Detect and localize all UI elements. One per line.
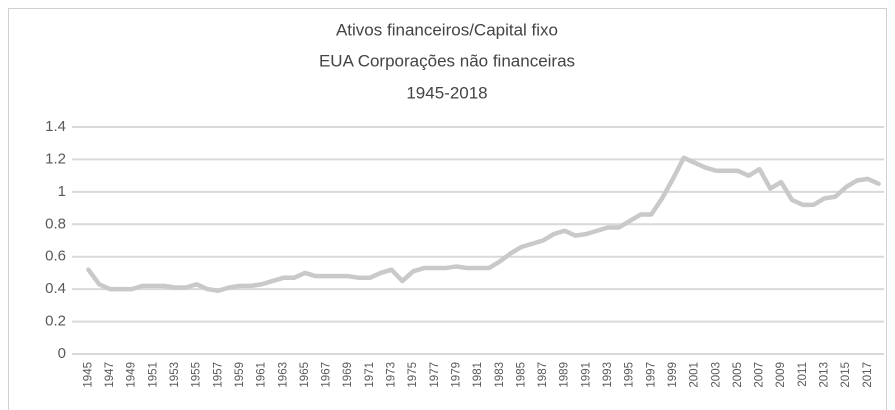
x-tick-label: 1951 <box>147 362 159 388</box>
x-tick-label: 2005 <box>732 362 744 388</box>
x-tick-label: 1985 <box>515 362 527 388</box>
x-tick-label: 1957 <box>212 362 224 388</box>
x-tick-label: 1961 <box>256 362 268 388</box>
x-tick-label: 1965 <box>299 362 311 388</box>
x-tick-label: 1955 <box>191 362 203 388</box>
y-tick-label: 1.2 <box>45 150 66 167</box>
x-tick-label: 1995 <box>624 362 636 388</box>
x-tick-label: 1945 <box>82 362 94 388</box>
y-tick-label: 0.8 <box>45 215 66 232</box>
x-tick-label: 1975 <box>407 362 419 388</box>
x-tick-label: 1981 <box>472 362 484 388</box>
x-tick-label: 1949 <box>126 362 138 388</box>
x-tick-label: 1953 <box>169 362 181 388</box>
x-tick-label: 2003 <box>710 362 722 388</box>
y-tick-label: 0 <box>58 345 66 362</box>
x-tick-label: 1979 <box>450 362 462 388</box>
data-line <box>86 155 881 294</box>
y-tick-label: 0.2 <box>45 313 66 330</box>
x-tick-label: 2007 <box>754 362 766 388</box>
x-tick-label: 1989 <box>559 362 571 388</box>
x-tick-label: 2001 <box>689 362 701 388</box>
x-tick-label: 2013 <box>818 362 830 388</box>
x-tick-label: 1999 <box>667 362 679 388</box>
x-tick-label: 1967 <box>321 362 333 388</box>
x-tick-label: 1959 <box>234 362 246 388</box>
x-tick-label: 1993 <box>602 362 614 388</box>
x-tick-label: 2015 <box>840 362 852 388</box>
chart-border <box>8 8 887 410</box>
y-tick-label: 0.4 <box>45 280 66 297</box>
chart-subtitle: 1945-2018 <box>406 83 487 102</box>
x-tick-label: 1997 <box>645 362 657 388</box>
x-tick-label: 2011 <box>797 362 809 387</box>
x-tick-label: 1963 <box>277 362 289 388</box>
x-tick-label: 1977 <box>429 362 441 388</box>
x-tick-label: 1973 <box>386 362 398 388</box>
x-tick-label: 1971 <box>364 362 376 388</box>
x-tick-label: 1983 <box>494 362 506 388</box>
y-tick-label: 1 <box>58 183 66 200</box>
x-tick-label: 1969 <box>342 362 354 388</box>
chart-subtitle: EUA Corporações não financeiras <box>319 51 575 70</box>
x-tick-label: 2017 <box>862 362 874 388</box>
x-tick-label: 1947 <box>104 362 116 388</box>
x-tick-label: 1991 <box>580 362 592 388</box>
x-tick-label: 1987 <box>537 362 549 388</box>
chart-title: Ativos financeiros/Capital fixo <box>336 20 558 39</box>
y-tick-label: 1.4 <box>45 118 66 135</box>
y-tick-label: 0.6 <box>45 248 66 265</box>
x-tick-label: 2009 <box>775 362 787 388</box>
